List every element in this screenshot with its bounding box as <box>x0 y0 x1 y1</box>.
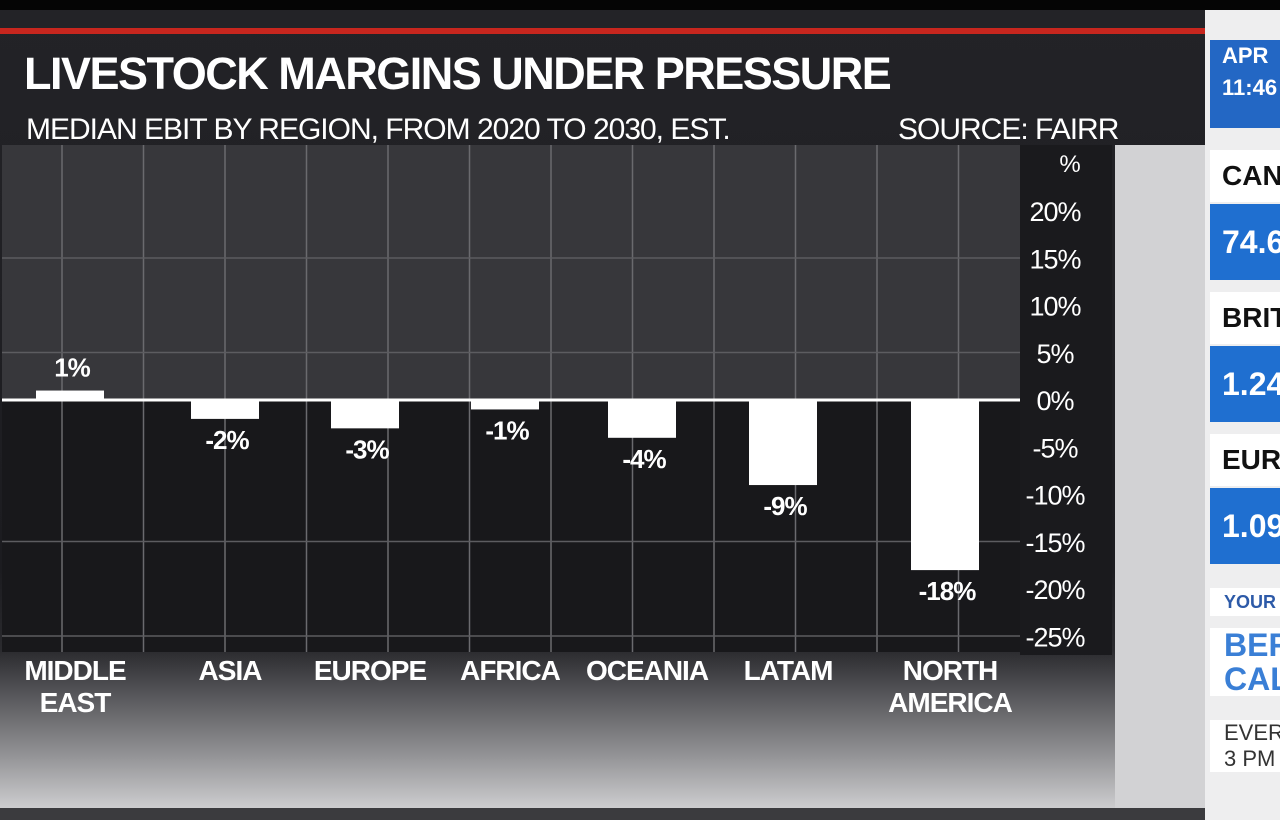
bar <box>36 390 104 400</box>
y-tick-label: -25% <box>1025 622 1085 652</box>
ticker-item-label: BRIT <box>1210 292 1280 344</box>
ticker-item-value: 1.09 <box>1210 488 1280 564</box>
category-label: MIDDLE <box>24 655 126 686</box>
category-label: NORTH <box>903 655 998 686</box>
y-tick-label: 10% <box>1029 292 1081 322</box>
market-ticker-sidebar: APR 11:46 CAN 74.6 BRIT 1.24 EUR 1.09 YO… <box>1205 10 1280 820</box>
category-label: ASIA <box>199 655 263 686</box>
screen-bezel-bottom <box>0 808 1205 820</box>
y-tick-label: 15% <box>1029 244 1081 274</box>
bar <box>749 400 817 486</box>
bar <box>331 400 399 429</box>
plot-area-upper <box>2 145 1020 400</box>
category-label: OCEANIA <box>586 655 709 686</box>
bar-value-label: -3% <box>345 434 389 464</box>
bar <box>608 400 676 438</box>
bar-value-label: -1% <box>485 415 529 445</box>
bar <box>911 400 979 571</box>
bar-value-label: 1% <box>54 353 90 383</box>
y-axis-panel <box>1020 145 1112 655</box>
promo-footer-line2: 3 PM <box>1210 746 1280 772</box>
bar-value-label: -9% <box>763 491 807 521</box>
ticker-item-value: 1.24 <box>1210 346 1280 422</box>
plot-area-lower <box>2 400 1020 652</box>
bar-value-label: -4% <box>622 444 666 474</box>
date-time-box: APR 11:46 <box>1210 40 1280 128</box>
bar-chart: % 20% 15% 10% 5% 0% -5% -10% -15% -20% -25% 1% -2% -3… <box>2 145 1205 810</box>
category-label: EAST <box>40 687 112 718</box>
side-spacer-panel <box>1115 145 1205 810</box>
y-tick-label: 5% <box>1036 339 1074 369</box>
time-label: 11:46 <box>1222 75 1278 100</box>
category-label: EUROPE <box>314 655 427 686</box>
accent-rule <box>0 28 1205 34</box>
promo-title-line2: CAL <box>1210 662 1280 696</box>
y-tick-label: 0% <box>1036 386 1074 416</box>
category-label: AFRICA <box>460 655 561 686</box>
chart-subtitle: MEDIAN EBIT BY REGION, FROM 2020 TO 2030… <box>26 113 731 146</box>
date-label: APR <box>1222 43 1269 68</box>
screen-bezel-top <box>0 0 1280 10</box>
promo-footer-line1: EVER <box>1210 720 1280 746</box>
category-label: AMERICA <box>888 687 1012 718</box>
promo-title-line1: BER <box>1210 628 1280 662</box>
y-axis-unit-label: % <box>1059 151 1080 178</box>
category-label: LATAM <box>744 655 833 686</box>
chart-source: SOURCE: FAIRR <box>898 113 1119 146</box>
bar <box>191 400 259 419</box>
ticker-item-value: 74.6 <box>1210 204 1280 280</box>
y-tick-label: -20% <box>1025 575 1085 605</box>
promo-kicker: YOUR I <box>1210 588 1280 616</box>
bar <box>471 400 539 410</box>
bar-value-label: -18% <box>919 576 977 606</box>
ticker-item-label: CAN <box>1210 150 1280 202</box>
bar-value-label: -2% <box>205 425 249 455</box>
y-tick-label: -10% <box>1025 481 1085 511</box>
y-tick-label: 20% <box>1029 197 1081 227</box>
chart-headline: LIVESTOCK MARGINS UNDER PRESSURE <box>24 48 892 99</box>
ticker-item-label: EUR <box>1210 434 1280 486</box>
y-tick-label: -15% <box>1025 528 1085 558</box>
y-tick-label: -5% <box>1032 433 1078 463</box>
